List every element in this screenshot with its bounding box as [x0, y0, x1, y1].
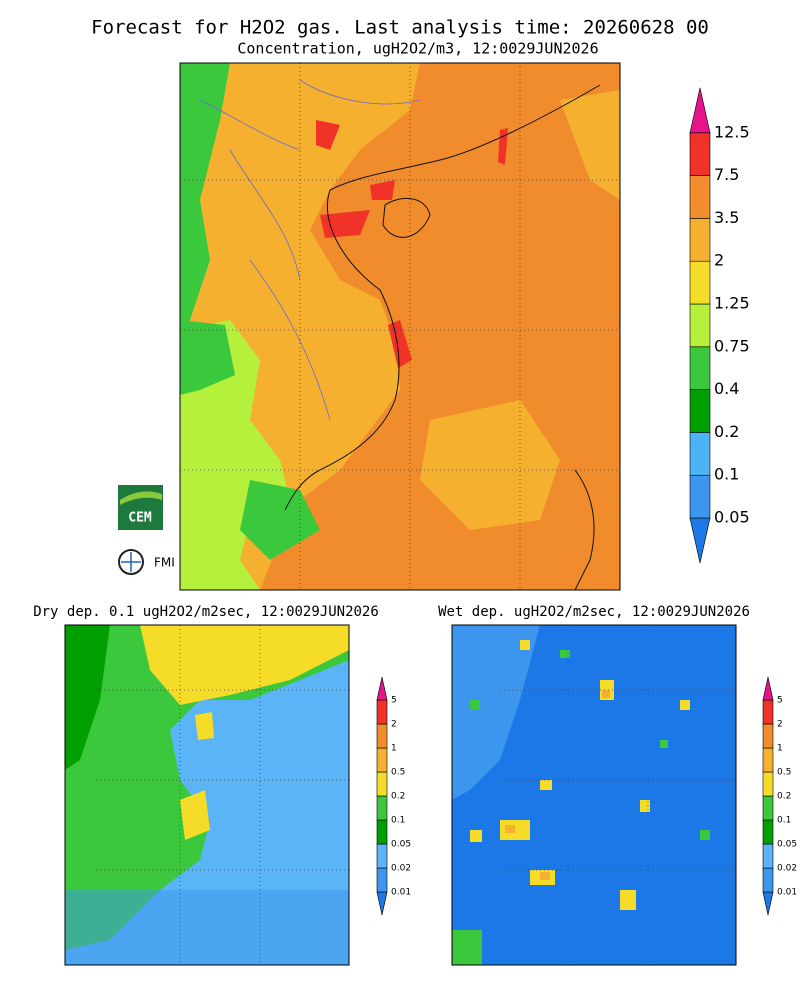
- cem-logo-text: CEM: [128, 511, 152, 526]
- colorbar-label: 0.05: [714, 508, 750, 527]
- main-map: [179, 62, 621, 591]
- panel-title: Wet dep. ugH2O2/m2sec, 12:0029JUN2026: [438, 604, 750, 620]
- colorbar-segment: [762, 676, 774, 701]
- legends: 0.05 0.1 0.2 0.4 0.75 1.25 2 3.5 7.5 12.5 0.01 0.02…: [376, 87, 797, 916]
- colorbar-label: 3.5: [714, 208, 739, 227]
- colorbar-segment: [376, 819, 388, 845]
- colorbar-segment: [376, 795, 388, 821]
- colorbar-label: 0.5: [777, 768, 791, 778]
- colorbar-segment: [376, 843, 388, 869]
- colorbar-segment: [689, 132, 711, 176]
- colorbar-label: 0.01: [391, 888, 411, 898]
- colorbar-label: 7.5: [714, 165, 739, 184]
- colorbar-label: 12.5: [714, 122, 750, 141]
- colorbar-label: 0.02: [777, 864, 797, 874]
- colorbar-label: 1: [391, 744, 397, 754]
- colorbar-segment: [762, 771, 774, 797]
- colorbar-segment: [376, 867, 388, 893]
- colorbar-segment: [762, 795, 774, 821]
- colorbar-label: 2: [714, 251, 724, 270]
- cem-logo: CEM: [118, 485, 163, 530]
- colorbar-label: 0.2: [777, 792, 791, 802]
- colorbar-segment: [762, 843, 774, 869]
- colorbar-segment: [762, 819, 774, 845]
- colorbar-segment: [689, 260, 711, 305]
- colorbar-label: 5: [391, 696, 397, 706]
- panel-title: Dry dep. 0.1 ugH2O2/m2sec, 12:0029JUN202…: [33, 604, 379, 620]
- colorbar-segment: [376, 699, 388, 725]
- colorbar-label: 0.2: [391, 792, 405, 802]
- colorbar-segment: [689, 175, 711, 219]
- colorbar-segment: [376, 747, 388, 773]
- colorbar-label: 2: [777, 720, 783, 730]
- colorbar-segment: [376, 891, 388, 916]
- colorbar-segment: [762, 891, 774, 916]
- page-title: Forecast for H2O2 gas. Last analysis tim…: [91, 17, 709, 39]
- colorbar-segment: [689, 474, 711, 519]
- wet-dep-map: Wet dep. ugH2O2/m2sec, 12:0029JUN2026: [438, 604, 750, 966]
- colorbar-label: 0.05: [391, 840, 411, 850]
- colorbar-label: 0.1: [777, 816, 791, 826]
- colorbar-label: 1.25: [714, 294, 750, 313]
- colorbar-segment: [689, 346, 711, 390]
- dry-dep-map: Dry dep. 0.1 ugH2O2/m2sec, 12:0029JUN202…: [33, 604, 379, 966]
- colorbar-segment: [689, 303, 711, 348]
- colorbar-label: 0.1: [714, 465, 739, 484]
- colorbar-label: 0.4: [714, 379, 739, 398]
- colorbar-label: 0.2: [714, 422, 739, 441]
- colorbar-label: 0.02: [391, 864, 411, 874]
- colorbar-segment: [376, 676, 388, 701]
- colorbar-segment: [762, 723, 774, 749]
- colorbar-segment: [762, 747, 774, 773]
- colorbar-label: 2: [391, 720, 397, 730]
- colorbar-segment: [689, 87, 711, 134]
- colorbar-label: 0.5: [391, 768, 405, 778]
- colorbar-label: 0.75: [714, 336, 750, 355]
- colorbar-segment: [689, 218, 711, 262]
- colorbar-segment: [376, 771, 388, 797]
- colorbar-segment: [376, 723, 388, 749]
- colorbar-segment: [689, 389, 711, 433]
- colorbar-label: 0.1: [391, 816, 405, 826]
- page-subtitle: Concentration, ugH2O2/m3, 12:0029JUN2026: [237, 40, 598, 58]
- fmi-logo: FMI: [118, 549, 175, 575]
- colorbar-label: 1: [777, 744, 783, 754]
- colorbar-segment: [689, 432, 711, 476]
- fmi-logo-text: FMI: [154, 556, 175, 570]
- colorbar-segment: [689, 517, 711, 564]
- colorbar-label: 0.05: [777, 840, 797, 850]
- colorbar-label: 5: [777, 696, 783, 706]
- colorbar-segment: [762, 867, 774, 893]
- colorbar-label: 0.01: [777, 888, 797, 898]
- colorbar-segment: [762, 699, 774, 725]
